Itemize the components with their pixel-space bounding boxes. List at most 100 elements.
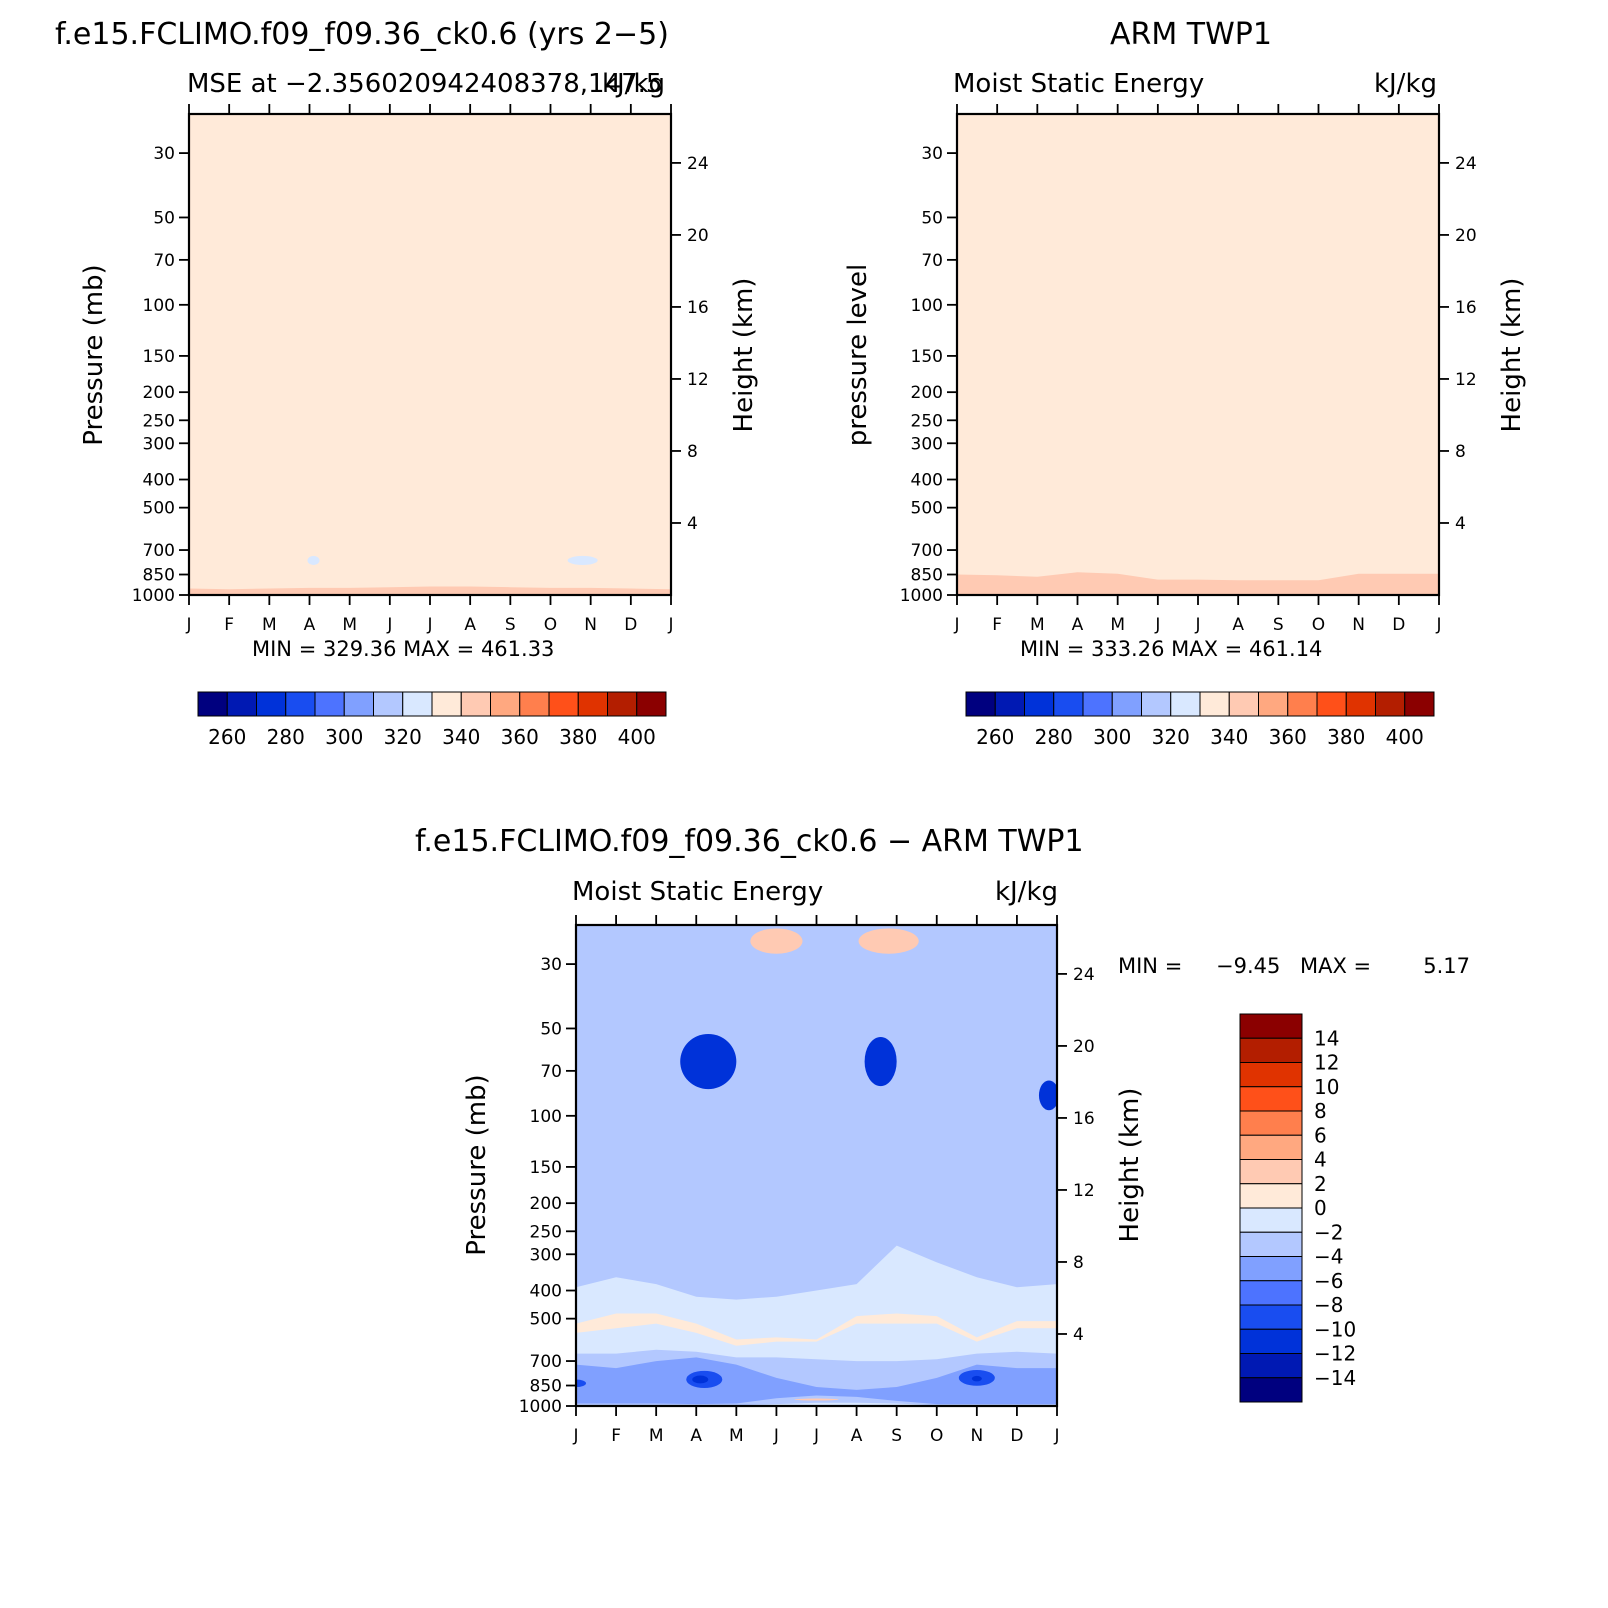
colorbar-box-8 bbox=[431, 691, 462, 717]
height-tick-label: 20 bbox=[687, 226, 709, 246]
height-tick-label: 12 bbox=[1073, 1181, 1095, 1201]
contour-band-12 bbox=[576, 1395, 1057, 1406]
pressure-tick-label: 1000 bbox=[900, 586, 943, 606]
colorbar-box-7 bbox=[402, 691, 433, 717]
colorbar-label: 300 bbox=[325, 725, 363, 749]
contour-blob-5 bbox=[680, 1033, 737, 1090]
height-tick-label: 4 bbox=[1073, 1325, 1084, 1345]
height-tick-label: 16 bbox=[687, 298, 709, 318]
colorbar-label: 380 bbox=[559, 725, 597, 749]
contour-band-7 bbox=[576, 925, 1057, 1300]
contour-blob-7 bbox=[1038, 1080, 1057, 1111]
pressure-tick-label: 500 bbox=[911, 499, 943, 519]
contour-area bbox=[957, 114, 1439, 595]
colorbar-box-15 bbox=[1404, 691, 1435, 717]
month-tick-label: J bbox=[953, 615, 959, 635]
height-tick-label: 24 bbox=[1073, 965, 1095, 985]
pressure-tick-label: 250 bbox=[530, 1222, 562, 1242]
height-tick-label: 12 bbox=[687, 370, 709, 390]
contour-band-13 bbox=[576, 1402, 1057, 1406]
height-tick-label: 24 bbox=[687, 154, 709, 174]
panel-diff-min-value: −9.45 bbox=[1216, 954, 1280, 978]
colorbar-box-14 bbox=[607, 691, 638, 717]
month-tick-label: M bbox=[262, 615, 277, 635]
colorbar-box-5 bbox=[1111, 691, 1142, 717]
colorbar-box-1 bbox=[1239, 1037, 1303, 1063]
month-tick-label: J bbox=[426, 615, 432, 635]
contour-band-7 bbox=[957, 114, 1439, 595]
panel-model-units: kJ/kg bbox=[602, 69, 665, 99]
panel-diff-max-value: 5.17 bbox=[1423, 954, 1470, 978]
pressure-tick-label: 200 bbox=[530, 1194, 562, 1214]
month-tick-label: J bbox=[1154, 615, 1160, 635]
contour-blob-0 bbox=[307, 555, 320, 565]
panel-diff-ylabel-right: Height (km) bbox=[1115, 1088, 1145, 1243]
month-tick-label: J bbox=[1435, 615, 1441, 635]
month-tick-label: S bbox=[505, 615, 516, 635]
colorbar-label: 260 bbox=[208, 725, 246, 749]
pressure-tick-label: 150 bbox=[530, 1158, 562, 1178]
pressure-tick-label: 1000 bbox=[519, 1397, 562, 1417]
colorbar-label: 400 bbox=[618, 725, 656, 749]
colorbar-label: 400 bbox=[1386, 725, 1424, 749]
contour-band-11 bbox=[576, 1357, 1057, 1406]
colorbar-label: −8 bbox=[1314, 1293, 1343, 1317]
colorbar-box-4 bbox=[1239, 1110, 1303, 1136]
height-tick-label: 8 bbox=[1073, 1253, 1084, 1273]
month-tick-label: J bbox=[813, 1426, 819, 1446]
month-tick-label: A bbox=[1072, 615, 1084, 635]
colorbar-label: −2 bbox=[1314, 1220, 1343, 1244]
colorbar-box-8 bbox=[1239, 1207, 1303, 1233]
pressure-tick-label: 500 bbox=[530, 1310, 562, 1330]
contour-band-8 bbox=[957, 572, 1439, 595]
panel-obs-colorbar: 260 280 300 320 340 360 380 400 bbox=[965, 691, 1435, 749]
pressure-tick-label: 300 bbox=[143, 434, 175, 454]
month-tick-label: D bbox=[1392, 615, 1405, 635]
colorbar-label: 320 bbox=[1152, 725, 1190, 749]
colorbar-box-15 bbox=[1239, 1377, 1303, 1403]
panel-diff-min-label: MIN = bbox=[1118, 954, 1182, 978]
pressure-tick-label: 200 bbox=[143, 383, 175, 403]
colorbar-box-2 bbox=[1024, 691, 1055, 717]
pressure-tick-label: 70 bbox=[153, 251, 175, 271]
colorbar-box-3 bbox=[285, 691, 316, 717]
colorbar-box-13 bbox=[1345, 691, 1376, 717]
month-tick-label: M bbox=[342, 615, 357, 635]
panel-model: f.e15.FCLIMO.f09_f09.36_ck0.6 (yrs 2−5) … bbox=[55, 17, 759, 749]
colorbar-box-9 bbox=[1228, 691, 1259, 717]
colorbar-box-1 bbox=[994, 691, 1025, 717]
colorbar-box-10 bbox=[490, 691, 521, 717]
pressure-tick-label: 400 bbox=[911, 471, 943, 491]
month-tick-label: D bbox=[624, 615, 637, 635]
colorbar-label: 0 bbox=[1314, 1196, 1327, 1220]
panel-diff-max-label: MAX = bbox=[1300, 954, 1371, 978]
height-tick-label: 4 bbox=[1455, 514, 1466, 534]
month-tick-label: N bbox=[970, 1426, 983, 1446]
colorbar-label: 380 bbox=[1327, 725, 1365, 749]
pressure-tick-label: 30 bbox=[921, 144, 943, 164]
colorbar-box-14 bbox=[1239, 1353, 1303, 1379]
pressure-tick-label: 850 bbox=[143, 566, 175, 586]
colorbar-box-0 bbox=[1239, 1013, 1303, 1039]
month-tick-label: J bbox=[667, 615, 673, 635]
pressure-tick-label: 30 bbox=[153, 144, 175, 164]
contour-blob-4 bbox=[971, 1375, 982, 1382]
panel-obs-subtitle: Moist Static Energy bbox=[953, 69, 1204, 99]
month-tick-label: O bbox=[930, 1426, 943, 1446]
pressure-tick-label: 50 bbox=[921, 208, 943, 228]
month-tick-label: D bbox=[1010, 1426, 1023, 1446]
panel-diff-units: kJ/kg bbox=[995, 877, 1058, 907]
panel-diff: f.e15.FCLIMO.f09_f09.36_ck0.6 − ARM TWP1… bbox=[415, 824, 1470, 1446]
colorbar-label: −10 bbox=[1314, 1317, 1356, 1341]
colorbar-box-13 bbox=[1239, 1328, 1303, 1354]
pressure-tick-label: 700 bbox=[911, 541, 943, 561]
colorbar-label: 4 bbox=[1314, 1148, 1327, 1172]
colorbar-label: 6 bbox=[1314, 1123, 1327, 1147]
pressure-tick-label: 70 bbox=[921, 251, 943, 271]
contour-band-9 bbox=[576, 1313, 1057, 1346]
height-tick-label: 4 bbox=[687, 514, 698, 534]
panel-model-subtitle: MSE at −2.356020942408378,147.5 bbox=[187, 69, 662, 99]
